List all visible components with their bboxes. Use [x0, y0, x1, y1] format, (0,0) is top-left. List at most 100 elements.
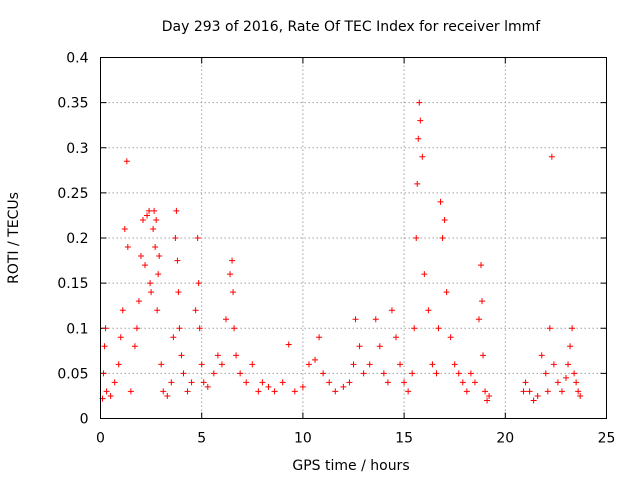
data-point: [198, 361, 205, 368]
data-point: [393, 334, 400, 341]
data-point: [184, 388, 191, 395]
data-point: [151, 207, 158, 214]
data-point: [546, 325, 553, 332]
data-point: [173, 207, 180, 214]
data-point: [534, 392, 541, 399]
data-point: [222, 316, 229, 323]
data-point: [397, 361, 404, 368]
data-point: [471, 379, 478, 386]
data-point: [144, 212, 151, 219]
data-point: [421, 271, 428, 278]
data-point: [573, 379, 580, 386]
x-tick-label: 25: [598, 431, 616, 447]
data-point: [121, 225, 128, 232]
data-point: [152, 244, 159, 251]
data-point: [218, 361, 225, 368]
data-point: [437, 198, 444, 205]
data-point: [413, 235, 420, 241]
data-point: [279, 379, 286, 386]
data-point: [433, 370, 440, 377]
y-tick-label: 0.25: [57, 186, 88, 202]
data-point: [156, 253, 163, 260]
data-point: [230, 289, 237, 296]
data-point: [101, 343, 108, 350]
data-point: [419, 153, 426, 160]
chart-title: Day 293 of 2016, Rate Of TEC Index for r…: [162, 19, 542, 35]
x-tick-label: 20: [496, 431, 514, 447]
data-point: [312, 356, 319, 363]
data-point: [107, 392, 114, 399]
data-point: [455, 370, 462, 377]
data-point: [259, 379, 266, 386]
data-point: [204, 383, 211, 390]
data-point: [210, 370, 217, 377]
data-point: [326, 379, 333, 386]
x-tick-label: 0: [96, 431, 105, 447]
data-point: [550, 361, 557, 368]
data-point: [411, 325, 418, 332]
data-point: [425, 307, 432, 314]
data-point: [320, 370, 327, 377]
data-point: [486, 392, 493, 399]
data-point: [188, 379, 195, 386]
data-point: [170, 334, 177, 341]
data-point: [415, 135, 422, 142]
data-point: [175, 289, 182, 296]
data-point: [176, 325, 183, 332]
data-point: [142, 262, 149, 269]
data-point: [160, 388, 167, 395]
x-tick-label: 10: [294, 431, 312, 447]
data-point: [567, 343, 574, 350]
data-point: [214, 352, 221, 359]
data-point: [233, 352, 240, 359]
data-point: [467, 370, 474, 377]
data-point: [544, 388, 551, 395]
data-point: [271, 388, 278, 395]
data-point: [265, 383, 272, 390]
y-tick-label: 0: [80, 412, 89, 428]
plot-frame: [100, 57, 607, 419]
data-point: [554, 379, 561, 386]
grid-lines: [100, 57, 607, 419]
data-point: [451, 361, 458, 368]
data-point: [131, 343, 138, 350]
data-point: [255, 388, 262, 395]
data-point: [372, 316, 379, 323]
data-point: [154, 307, 161, 314]
data-point: [356, 343, 363, 350]
data-point: [291, 388, 298, 395]
data-point: [429, 361, 436, 368]
data-point: [405, 388, 412, 395]
y-tick-label: 0.1: [66, 321, 88, 337]
data-point: [243, 379, 250, 386]
data-point: [360, 370, 367, 377]
y-tick-label: 0.2: [66, 231, 88, 247]
data-point: [463, 388, 470, 395]
data-point: [180, 370, 187, 377]
data-point: [447, 334, 454, 341]
data-point: [137, 253, 144, 260]
data-point: [155, 271, 162, 278]
data-point: [441, 216, 448, 223]
data-point: [174, 257, 181, 264]
data-point: [435, 325, 442, 332]
data-point: [146, 207, 153, 214]
data-point: [577, 392, 584, 399]
y-tick-label: 0.15: [57, 276, 88, 292]
data-point: [575, 388, 582, 395]
data-point: [538, 352, 545, 359]
data-point: [195, 280, 202, 287]
data-point: [522, 379, 529, 386]
data-point: [340, 383, 347, 390]
data-point: [150, 225, 157, 232]
data-point: [135, 298, 142, 305]
data-point: [133, 325, 140, 332]
data-point: [558, 388, 565, 395]
data-point: [401, 379, 408, 386]
y-tick-label: 0.05: [57, 366, 88, 382]
data-point: [380, 370, 387, 377]
data-point: [384, 379, 391, 386]
data-point: [178, 352, 185, 359]
data-point: [123, 158, 130, 165]
